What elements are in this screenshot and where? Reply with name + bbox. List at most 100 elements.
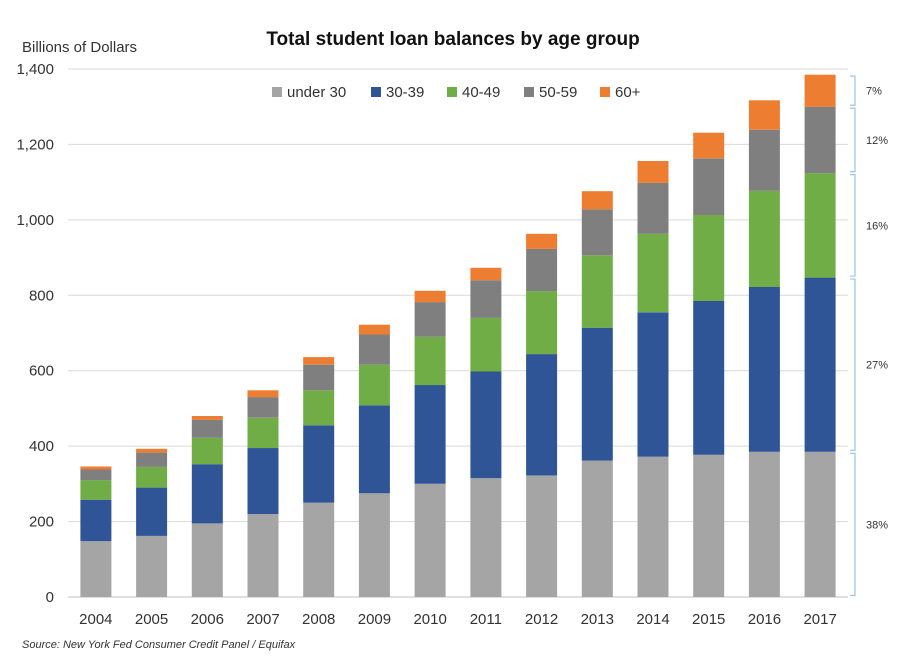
bar-segment xyxy=(748,287,780,452)
bar-segment xyxy=(247,417,279,449)
bar-segment xyxy=(414,302,446,337)
bar-segment xyxy=(581,209,613,256)
bar-segment xyxy=(358,364,390,406)
legend-swatch xyxy=(600,87,610,97)
x-tick-label: 2007 xyxy=(246,611,279,628)
bar-segment xyxy=(303,364,335,391)
y-tick-label: 200 xyxy=(29,514,54,531)
bar-segment xyxy=(581,460,613,597)
share-label: 12% xyxy=(866,135,888,147)
x-tick-label: 2010 xyxy=(413,611,446,628)
share-annotations: 7% 12% 16% 27% 38% xyxy=(850,75,888,597)
y-tick-label: 1,400 xyxy=(16,61,54,78)
share-bracket xyxy=(850,278,856,451)
bar-segment xyxy=(581,191,613,210)
bar-segment xyxy=(80,466,112,470)
bar-segment xyxy=(470,280,502,318)
bar-segment xyxy=(804,277,836,452)
bar-segment xyxy=(358,334,390,365)
bar-segment xyxy=(414,483,446,597)
y-tick-labels: 0 200 400 600 800 1,000 1,200 1,400 xyxy=(16,61,54,606)
bar-segment xyxy=(581,327,613,461)
bar-segment xyxy=(804,74,836,107)
share-bracket xyxy=(850,452,856,597)
x-tick-label: 2011 xyxy=(470,611,502,628)
y-tick-label: 0 xyxy=(46,589,54,606)
share-label: 7% xyxy=(866,86,882,98)
x-tick-label: 2008 xyxy=(302,611,335,628)
bar-segment xyxy=(80,541,112,597)
bar-segment xyxy=(748,129,780,191)
bar-segment xyxy=(637,233,669,313)
bar-segment xyxy=(136,452,168,467)
legend-label: 40-49 xyxy=(462,84,500,101)
source-note: Source: New York Fed Consumer Credit Pan… xyxy=(22,639,296,651)
x-tick-label: 2004 xyxy=(79,611,112,628)
bar-segment xyxy=(637,456,669,597)
y-tick-label: 1,000 xyxy=(16,212,54,229)
bar-segment xyxy=(470,267,502,281)
bar-segment xyxy=(303,357,335,365)
x-tick-label: 2015 xyxy=(692,611,725,628)
bar-segment xyxy=(303,502,335,597)
bar-segment xyxy=(247,448,279,514)
bar-segment xyxy=(191,416,223,420)
bar-segment xyxy=(637,182,669,234)
bar-segment xyxy=(470,478,502,597)
x-tick-label: 2009 xyxy=(358,611,391,628)
legend-label: 60+ xyxy=(615,84,641,101)
bar-segment xyxy=(136,448,168,453)
legend-label: under 30 xyxy=(287,84,346,101)
bar-segment xyxy=(136,487,168,536)
bar-segment xyxy=(470,371,502,479)
gridlines xyxy=(68,68,848,598)
x-tick-label: 2014 xyxy=(636,611,669,628)
bar-segment xyxy=(693,132,725,159)
share-label: 38% xyxy=(866,519,888,531)
bar-segment xyxy=(693,300,725,455)
bar-segment xyxy=(804,451,836,597)
y-tick-label: 600 xyxy=(29,363,54,380)
y-tick-label: 1,200 xyxy=(16,136,54,153)
legend-swatch xyxy=(371,87,381,97)
bar-segment xyxy=(136,466,168,488)
chart-title: Total student loan balances by age group xyxy=(266,29,639,50)
x-tick-label: 2017 xyxy=(803,611,836,628)
bar-segment xyxy=(303,390,335,426)
legend: under 30 30-39 40-49 50-59 60+ xyxy=(272,84,641,101)
x-tick-label: 2006 xyxy=(191,611,224,628)
bar-segment xyxy=(637,312,669,457)
bar-segment xyxy=(693,215,725,301)
x-tick-label: 2016 xyxy=(748,611,781,628)
bar-segment xyxy=(526,475,558,597)
bar-segment xyxy=(748,451,780,597)
bar-segment xyxy=(414,290,446,303)
bar-segment xyxy=(191,419,223,438)
bar-segment xyxy=(804,106,836,174)
bar-segment xyxy=(191,523,223,597)
share-bracket xyxy=(850,107,856,173)
bar-segment xyxy=(80,480,112,500)
share-bracket xyxy=(850,173,856,277)
bar-segment xyxy=(526,354,558,476)
bars xyxy=(80,74,836,597)
legend-label: 30-39 xyxy=(386,84,424,101)
bar-segment xyxy=(526,233,558,249)
bar-segment xyxy=(191,437,223,465)
bar-segment xyxy=(136,535,168,597)
bar-segment xyxy=(526,248,558,292)
bar-segment xyxy=(637,161,669,183)
x-tick-labels: 2004 2005 2006 2007 2008 2009 2010 2011 2012 2013… xyxy=(79,611,837,628)
bar-segment xyxy=(581,255,613,328)
bar-segment xyxy=(414,336,446,386)
share-label: 16% xyxy=(866,220,888,232)
share-label: 27% xyxy=(866,360,888,372)
legend-swatch xyxy=(272,87,282,97)
x-tick-label: 2005 xyxy=(135,611,168,628)
bar-segment xyxy=(358,405,390,494)
share-bracket xyxy=(850,75,856,106)
bar-segment xyxy=(693,158,725,215)
x-tick-label: 2013 xyxy=(581,611,614,628)
bar-segment xyxy=(303,425,335,503)
